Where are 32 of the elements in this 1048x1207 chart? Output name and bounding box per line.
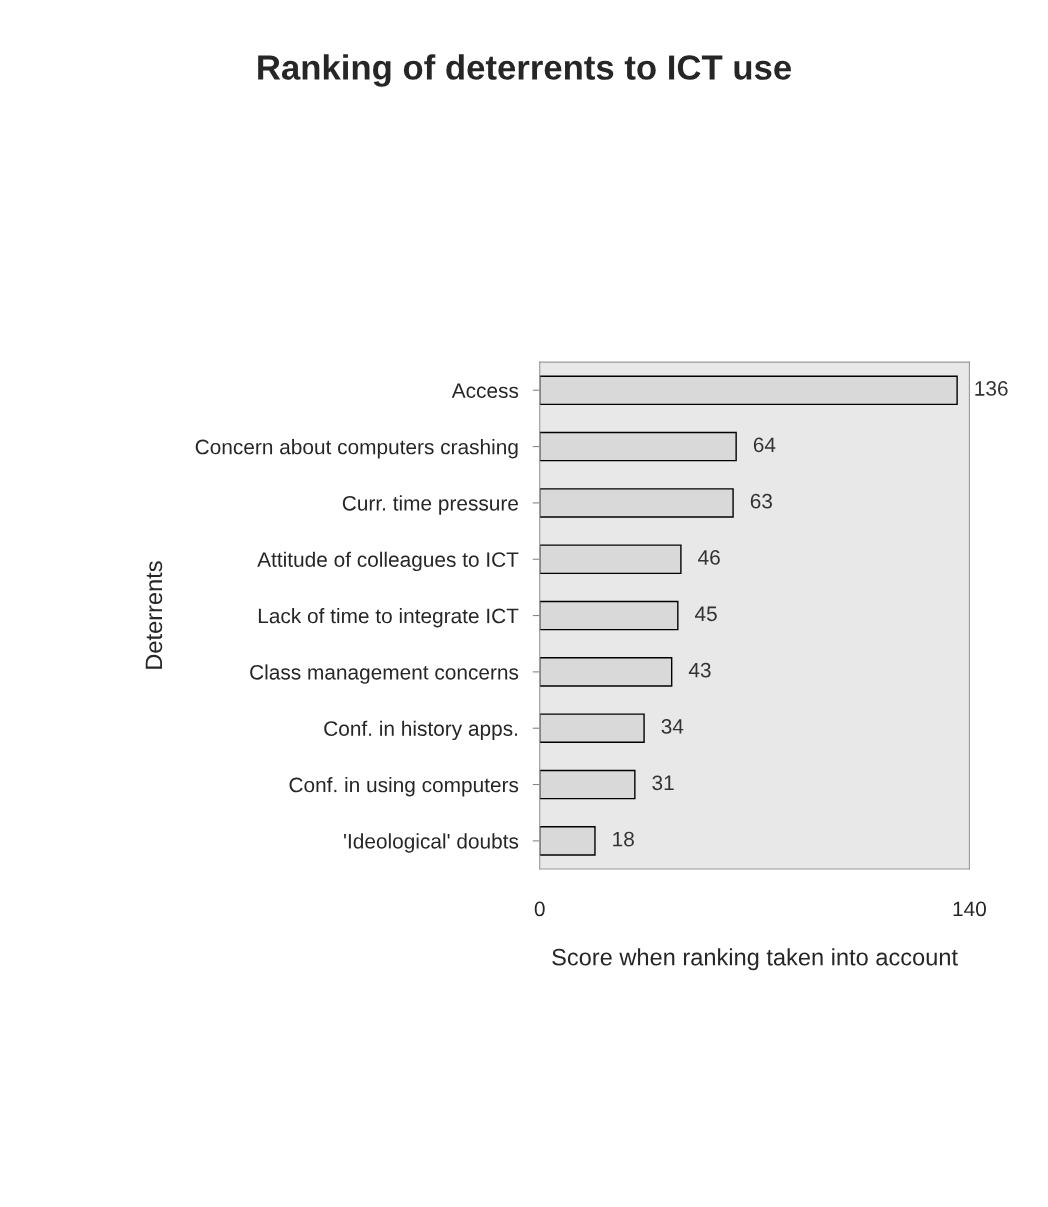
chart-title: Ranking of deterrents to ICT use — [258, 54, 791, 87]
bar — [539, 488, 734, 518]
data-label: 45 — [694, 606, 717, 622]
bar — [539, 713, 645, 744]
data-label: 46 — [698, 550, 720, 565]
data-label: 31 — [652, 775, 674, 791]
y-tick-label: Curr. time pressure — [342, 495, 518, 515]
bar — [539, 826, 596, 856]
y-tick-label: Access — [451, 383, 519, 399]
y-tick-label: Conf. in history apps. — [324, 720, 517, 741]
x-tick-label: 140 — [953, 901, 986, 917]
y-tick-label: Concern about computers crashing — [195, 439, 518, 459]
data-label: 64 — [753, 437, 776, 453]
y-axis-title: Deterrents — [145, 561, 163, 669]
y-tick-label: 'Ideological' doubts — [344, 833, 519, 853]
bar — [539, 431, 737, 462]
bar — [539, 544, 682, 575]
bar — [539, 600, 679, 631]
x-axis-title: Score when ranking taken into account — [552, 948, 958, 971]
data-label: 43 — [688, 662, 711, 678]
data-label: 18 — [613, 831, 634, 847]
bar — [539, 769, 636, 800]
data-label: 34 — [661, 719, 684, 734]
x-tick-label: 0 — [534, 901, 545, 917]
bar — [539, 375, 958, 406]
data-label: 136 — [975, 381, 1008, 396]
y-tick-label: Attitude of colleagues to ICT — [257, 551, 519, 572]
y-tick-label: Conf. in using computers — [289, 777, 519, 797]
y-tick-label: Lack of time to integrate ICT — [258, 608, 519, 628]
y-tick-label: Class management concerns — [250, 664, 519, 684]
data-label: 63 — [750, 493, 772, 509]
bar — [539, 657, 673, 687]
